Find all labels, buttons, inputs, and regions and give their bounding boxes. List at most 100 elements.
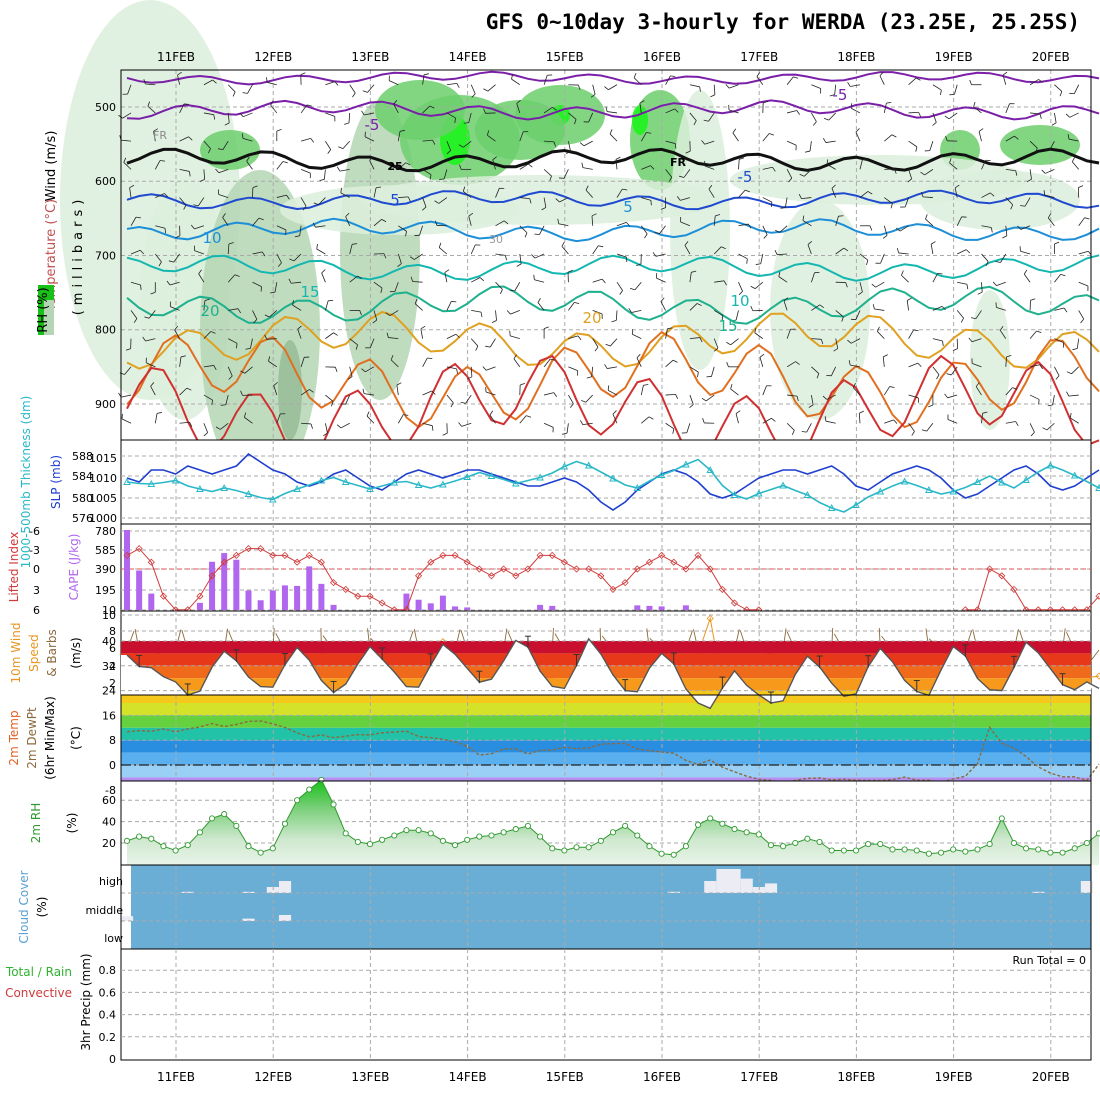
cloud-bar xyxy=(1032,891,1045,893)
lifted-index-point xyxy=(378,599,386,607)
wind-barb-flag xyxy=(557,218,560,224)
wind-barb xyxy=(300,357,305,367)
lifted-index-point xyxy=(244,545,253,553)
wind-barb xyxy=(203,331,212,339)
lifted-index-point xyxy=(439,551,447,559)
wind-barb xyxy=(130,310,138,319)
wind-barb-flag xyxy=(590,94,596,98)
wind-barb-flag xyxy=(1034,147,1038,153)
wind-barb-flag xyxy=(626,222,630,227)
wind-barb-flag xyxy=(732,128,737,134)
wind-barb xyxy=(276,253,282,264)
wind-barb xyxy=(932,112,937,123)
wind-barb xyxy=(568,141,571,152)
wind-barb xyxy=(222,140,229,150)
wind-barb xyxy=(689,337,700,340)
wind-barb xyxy=(414,253,423,260)
rh-point xyxy=(804,835,811,842)
cloud-bar xyxy=(121,916,134,921)
wind-barb-flag xyxy=(553,141,556,147)
wind-barb-flag xyxy=(393,100,398,105)
wind-barb xyxy=(834,84,837,95)
wind-barb-flag xyxy=(555,198,560,203)
isotherm-line xyxy=(126,310,1100,370)
wind-barb-flag xyxy=(936,374,940,380)
cape-bar xyxy=(439,595,446,610)
wind-barb-flag xyxy=(338,146,344,149)
wind-barb-flag xyxy=(672,359,678,363)
wind-barb-flag xyxy=(605,106,608,112)
wind-barb-flag xyxy=(685,150,691,154)
wind-barb xyxy=(412,281,423,283)
wind-barb-flag xyxy=(879,71,884,77)
wind-barb-flag xyxy=(376,186,382,189)
wind-barb xyxy=(203,79,213,86)
rh-point xyxy=(281,820,289,827)
rh-area xyxy=(127,779,1099,865)
wind-barb xyxy=(1029,169,1032,180)
wind-barb-flag xyxy=(150,291,156,295)
wind-barb-flag xyxy=(462,186,466,192)
rh-point xyxy=(962,848,969,855)
wind-barb-flag xyxy=(769,133,775,136)
wind-barb-flag xyxy=(702,418,705,424)
wind-barb xyxy=(315,225,326,228)
wind-barb xyxy=(444,272,448,283)
wind-barb-flag xyxy=(954,184,960,189)
lifted-index-point xyxy=(682,565,690,573)
wind-barb xyxy=(853,387,861,396)
date-label-bottom: 12FEB xyxy=(254,1070,292,1084)
wind-barb xyxy=(325,423,328,434)
rh-point xyxy=(257,849,264,856)
wind-barb-flag xyxy=(347,376,353,380)
wind-barb-flag xyxy=(775,229,780,233)
wind-barb xyxy=(831,188,837,198)
wind-barb-flag xyxy=(679,175,685,178)
wind-barb xyxy=(956,310,964,319)
thickness-point xyxy=(754,489,763,497)
wind-barb xyxy=(811,394,814,405)
wind-barb xyxy=(640,132,647,142)
wind-barb xyxy=(463,140,472,148)
wind-barb xyxy=(461,422,472,427)
lifted-index-point xyxy=(1095,592,1100,600)
wind-barb-flag xyxy=(129,184,135,189)
date-label-top: 11FEB xyxy=(157,50,195,64)
thickness-point xyxy=(609,474,617,482)
wind-barb xyxy=(659,225,666,234)
temp-ylabel: (°C) xyxy=(69,726,83,750)
wind-barb xyxy=(877,331,885,339)
wind-barb xyxy=(908,140,918,148)
wind-barb xyxy=(422,390,432,396)
wind-barb xyxy=(485,391,496,396)
wind-barb-flag xyxy=(505,255,507,261)
wind-barb xyxy=(1005,387,1013,396)
wind-barb xyxy=(197,197,205,207)
wind-barb-flag xyxy=(805,150,811,153)
wind-barb-flag xyxy=(273,382,278,386)
lifted-index-point xyxy=(706,565,714,573)
rh-point xyxy=(609,829,617,836)
wind-barb xyxy=(1029,79,1039,86)
wind-barb xyxy=(243,112,253,118)
wind-barb xyxy=(321,272,326,283)
wind-barb xyxy=(145,338,156,342)
wind-barb-flag xyxy=(630,287,636,291)
temp-band xyxy=(121,727,1091,741)
wind-barb-flag xyxy=(438,242,442,248)
rh-point xyxy=(172,847,179,854)
wind-barb xyxy=(981,253,989,262)
y-tick-label: 500 xyxy=(95,101,116,114)
wind-barb-flag xyxy=(823,137,827,143)
wind-barb-flag xyxy=(944,115,950,120)
wind-barb-flag xyxy=(952,348,958,351)
wind-barb xyxy=(244,417,253,424)
wind-barb xyxy=(787,110,797,114)
isotherm-line xyxy=(126,70,1100,86)
wind-barb xyxy=(1076,338,1080,349)
wind-barb-flag xyxy=(796,110,801,115)
wind-speed-point xyxy=(1095,672,1100,680)
wind-barb-flag xyxy=(911,431,915,436)
isotherm-line xyxy=(126,99,1100,121)
wind-barb-flag xyxy=(763,234,768,239)
